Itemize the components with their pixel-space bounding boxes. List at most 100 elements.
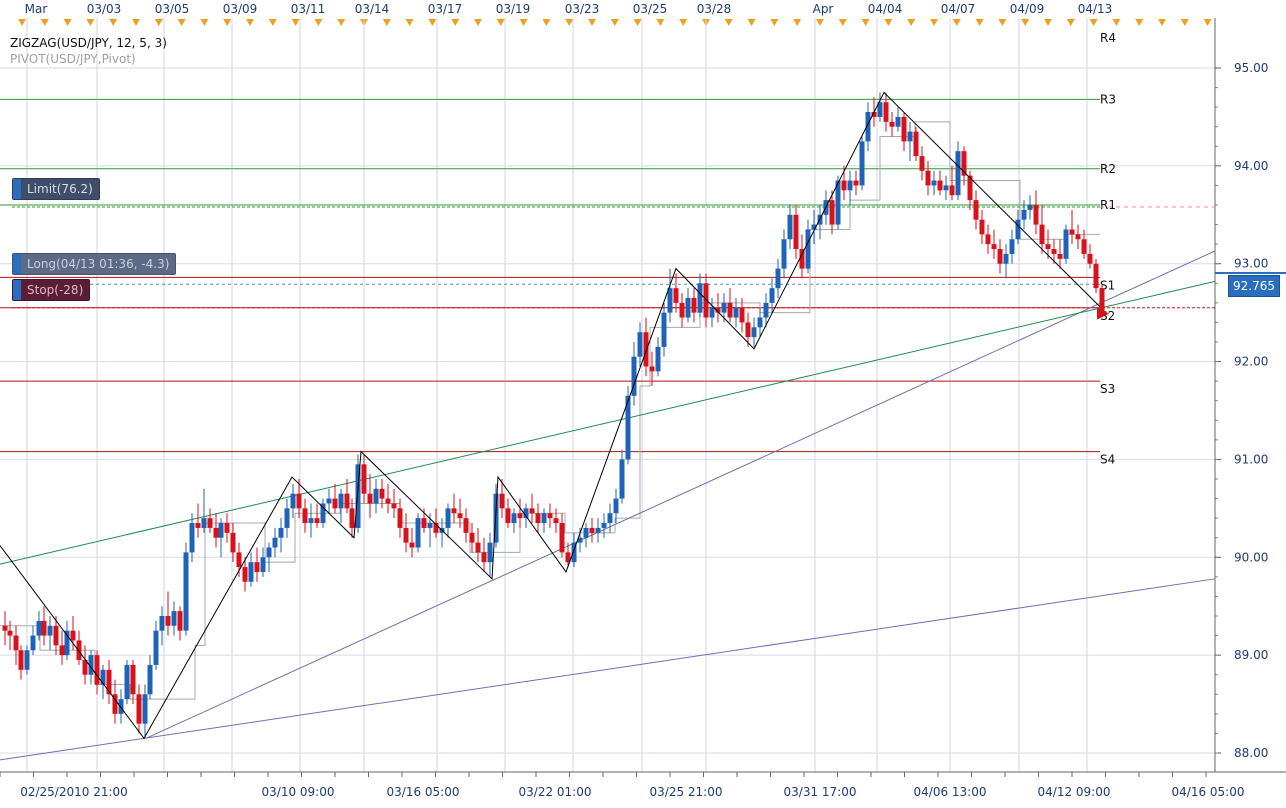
- candle-bear[interactable]: [469, 532, 475, 543]
- candle-bull[interactable]: [757, 317, 763, 328]
- candle-bear[interactable]: [799, 249, 805, 269]
- candle-bear[interactable]: [403, 527, 409, 543]
- candle-bull[interactable]: [847, 180, 853, 191]
- candle-bear[interactable]: [745, 322, 751, 338]
- candle-bull[interactable]: [290, 493, 296, 509]
- candle-bull[interactable]: [583, 527, 589, 538]
- candle-bear[interactable]: [643, 332, 649, 367]
- candle-bull[interactable]: [667, 288, 673, 313]
- candle-bull[interactable]: [36, 620, 42, 636]
- candle-bear[interactable]: [82, 660, 88, 675]
- candle-bull[interactable]: [30, 635, 36, 651]
- candle-bull[interactable]: [859, 141, 865, 186]
- candle-bear[interactable]: [165, 616, 171, 626]
- candle-bear[interactable]: [230, 532, 236, 553]
- candle-bull[interactable]: [487, 542, 493, 563]
- candle-bull[interactable]: [631, 356, 637, 396]
- candle-bull[interactable]: [278, 527, 284, 538]
- candle-bull[interactable]: [931, 180, 937, 186]
- candle-bear[interactable]: [553, 518, 559, 524]
- pivot-indicator-label[interactable]: PIVOT(USD/JPY,Pivot): [10, 52, 136, 66]
- candle-bull[interactable]: [835, 180, 841, 225]
- candle-bull[interactable]: [721, 302, 727, 313]
- candle-bear[interactable]: [997, 249, 1003, 264]
- candle-bull[interactable]: [877, 102, 883, 117]
- candle-bear[interactable]: [451, 508, 457, 514]
- candle-bull[interactable]: [541, 513, 547, 524]
- candle-bear[interactable]: [59, 645, 65, 656]
- zigzag-line[interactable]: [0, 91, 1101, 740]
- candle-bull[interactable]: [124, 664, 130, 700]
- candle-bear[interactable]: [1051, 249, 1057, 254]
- candle-bear[interactable]: [1039, 224, 1045, 245]
- candle-bear[interactable]: [1093, 263, 1099, 289]
- candle-bull[interactable]: [142, 694, 148, 724]
- candle-bear[interactable]: [361, 464, 367, 494]
- candle-bull[interactable]: [523, 508, 529, 519]
- candle-bear[interactable]: [254, 562, 260, 572]
- candle-bull[interactable]: [1009, 239, 1015, 254]
- candle-bull[interactable]: [183, 552, 189, 631]
- candle-bull[interactable]: [805, 229, 811, 269]
- candle-bear[interactable]: [499, 493, 505, 509]
- candle-bull[interactable]: [427, 523, 433, 528]
- trendline-green-3[interactable]: [0, 280, 1216, 565]
- candle-bear[interactable]: [457, 513, 463, 519]
- candle-bear[interactable]: [529, 508, 535, 514]
- candle-bear[interactable]: [1057, 253, 1063, 259]
- candle-bull[interactable]: [601, 523, 607, 528]
- zigzag-indicator-label[interactable]: ZIGZAG(USD/JPY, 12, 5, 3): [10, 36, 167, 50]
- candle-bear[interactable]: [409, 542, 415, 548]
- candle-bull[interactable]: [24, 650, 30, 670]
- candle-bull[interactable]: [266, 547, 272, 558]
- candle-bull[interactable]: [338, 493, 344, 509]
- candle-bull[interactable]: [147, 664, 153, 695]
- candle-bull[interactable]: [709, 307, 715, 318]
- candle-bear[interactable]: [1045, 244, 1051, 250]
- candle-bull[interactable]: [373, 488, 379, 504]
- candle-bear[interactable]: [649, 366, 655, 372]
- candle-bear[interactable]: [2, 625, 8, 631]
- candle-bear[interactable]: [7, 630, 13, 636]
- candle-bear[interactable]: [991, 244, 997, 250]
- candle-bear[interactable]: [106, 669, 112, 695]
- candle-bull[interactable]: [47, 625, 53, 636]
- candle-bear[interactable]: [385, 498, 391, 504]
- candle-bear[interactable]: [829, 200, 835, 225]
- long-position-tag[interactable]: Long(04/13 01:36, -4.3): [12, 253, 177, 275]
- candle-bear[interactable]: [177, 611, 183, 631]
- candle-bull[interactable]: [511, 513, 517, 524]
- candle-bear[interactable]: [871, 112, 877, 117]
- candle-bull[interactable]: [218, 523, 224, 538]
- plot-area[interactable]: [0, 18, 1215, 772]
- limit-order-tag[interactable]: Limit(76.2): [12, 178, 100, 200]
- candle-bear[interactable]: [925, 170, 931, 186]
- candle-bull[interactable]: [697, 283, 703, 313]
- candle-bull[interactable]: [284, 508, 290, 528]
- candle-bull[interactable]: [1027, 205, 1033, 210]
- candle-bull[interactable]: [955, 151, 961, 196]
- candle-bear[interactable]: [421, 518, 427, 528]
- candle-bear[interactable]: [1069, 229, 1075, 235]
- limit-grip-handle[interactable]: [13, 179, 21, 199]
- candle-bear[interactable]: [889, 121, 895, 127]
- candle-bear[interactable]: [559, 523, 565, 553]
- candle-bear[interactable]: [739, 307, 745, 323]
- candle-bear[interactable]: [349, 508, 355, 528]
- candle-bear[interactable]: [547, 513, 553, 519]
- candle-bull[interactable]: [661, 312, 667, 347]
- candle-bear[interactable]: [41, 620, 47, 636]
- candle-bull[interactable]: [272, 537, 278, 548]
- candle-bull[interactable]: [445, 508, 451, 528]
- candle-bear[interactable]: [937, 180, 943, 191]
- candle-bull[interactable]: [153, 630, 159, 665]
- candle-bear[interactable]: [195, 523, 201, 528]
- candle-bull[interactable]: [118, 699, 124, 714]
- candle-bear[interactable]: [1081, 239, 1087, 254]
- candle-bear[interactable]: [985, 234, 991, 245]
- candle-bull[interactable]: [865, 112, 871, 142]
- candle-bull[interactable]: [763, 302, 769, 318]
- candle-bear[interactable]: [367, 493, 373, 504]
- candle-bear[interactable]: [691, 297, 697, 313]
